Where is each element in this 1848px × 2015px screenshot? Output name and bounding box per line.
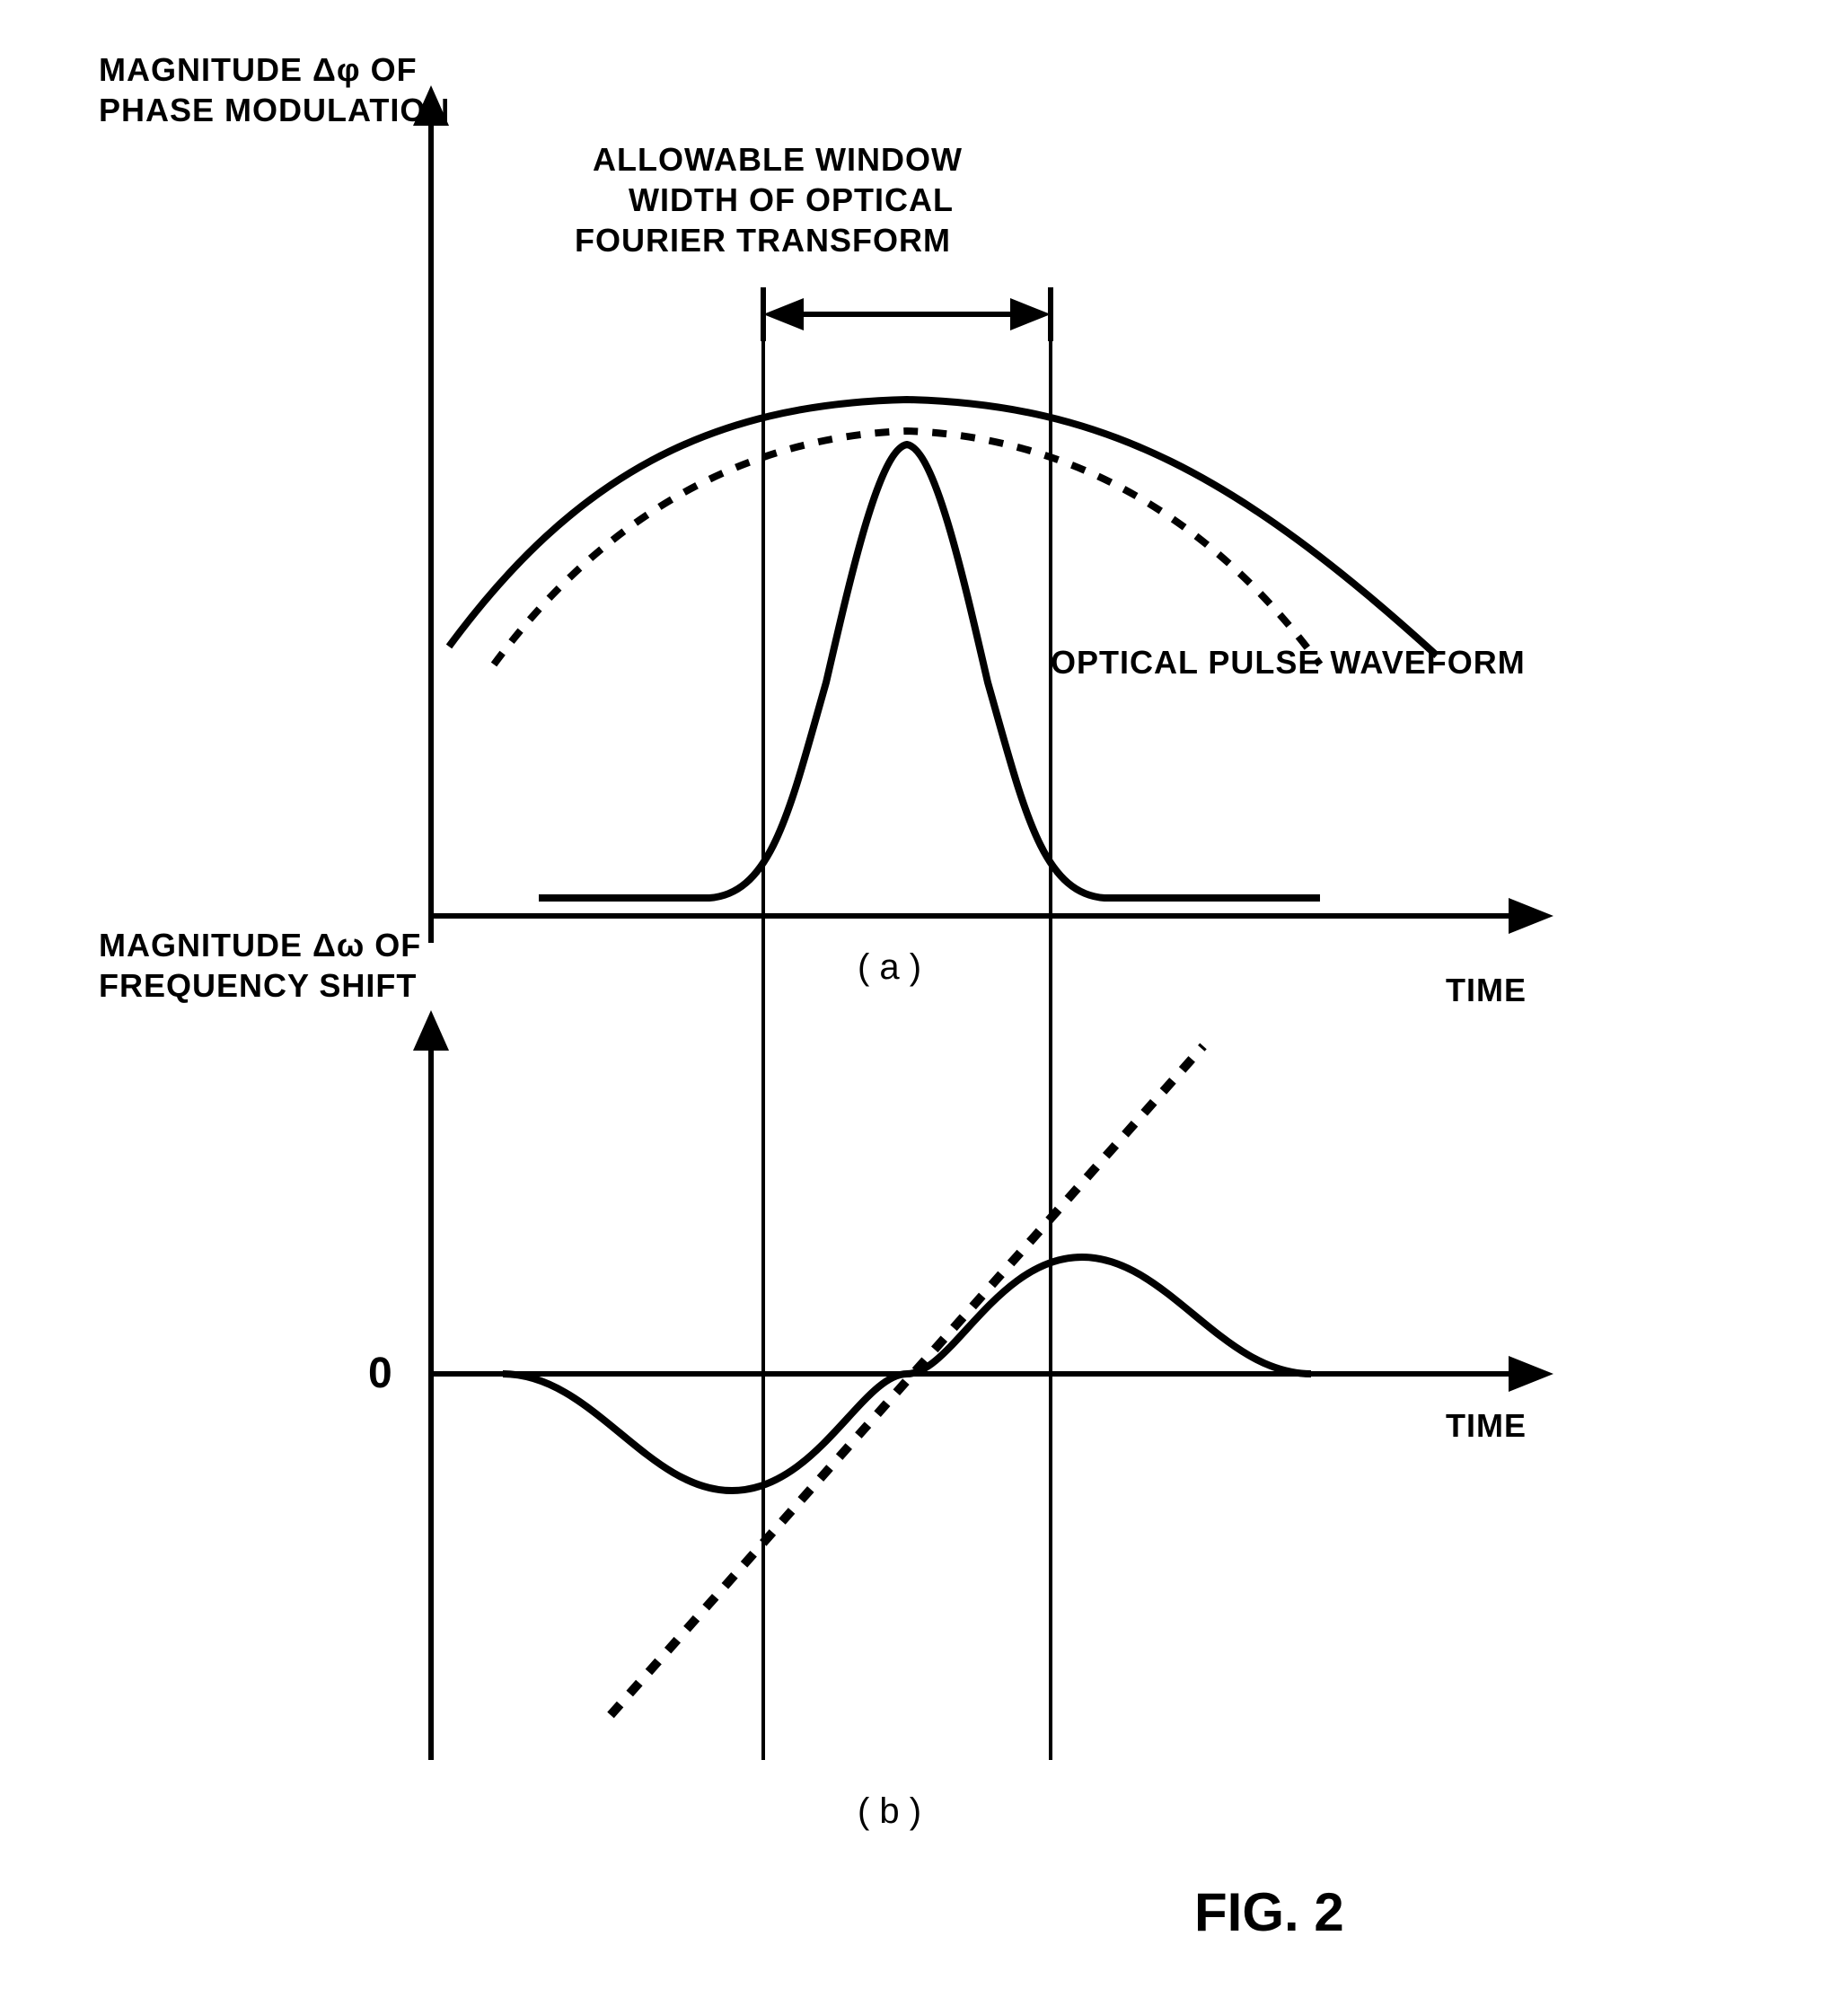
window-label-line3: FOURIER TRANSFORM (575, 222, 951, 259)
window-label-line1: ALLOWABLE WINDOW (593, 141, 963, 178)
window-label-line2: WIDTH OF OPTICAL (629, 181, 954, 218)
parabola-dashed-curve (494, 431, 1320, 664)
panel-b-x-axis-arrow (1509, 1356, 1553, 1392)
panel-b-zero-label: 0 (368, 1350, 392, 1397)
panel-a-xaxis-label: TIME (1446, 972, 1527, 1008)
panel-a-label: ( a ) (858, 947, 921, 987)
panel-b-xaxis-label: TIME (1446, 1407, 1527, 1444)
panel-a-x-axis-arrow (1509, 898, 1553, 934)
panel-a-yaxis-label-line1: MAGNITUDE Δφ OF (99, 51, 418, 88)
window-arrow-right (1010, 298, 1051, 330)
figure-container: MAGNITUDE Δφ OF PHASE MODULATION ALLOWAB… (36, 36, 1812, 1979)
figure-svg: MAGNITUDE Δφ OF PHASE MODULATION ALLOWAB… (36, 36, 1812, 1979)
pulse-label: OPTICAL PULSE WAVEFORM (1051, 644, 1526, 681)
panel-b-y-axis-arrow (413, 1010, 449, 1051)
panel-b-label: ( b ) (858, 1791, 921, 1831)
linear-chirp-dashed (611, 1046, 1203, 1715)
figure-label: FIG. 2 (1194, 1882, 1344, 1942)
panel-b-yaxis-label-line2: FREQUENCY SHIFT (99, 967, 417, 1004)
window-arrow-left (763, 298, 804, 330)
phase-modulation-curve (449, 400, 1437, 656)
panel-a-yaxis-label-line2: PHASE MODULATION (99, 92, 450, 128)
panel-b-yaxis-label-line1: MAGNITUDE Δω OF (99, 927, 421, 964)
